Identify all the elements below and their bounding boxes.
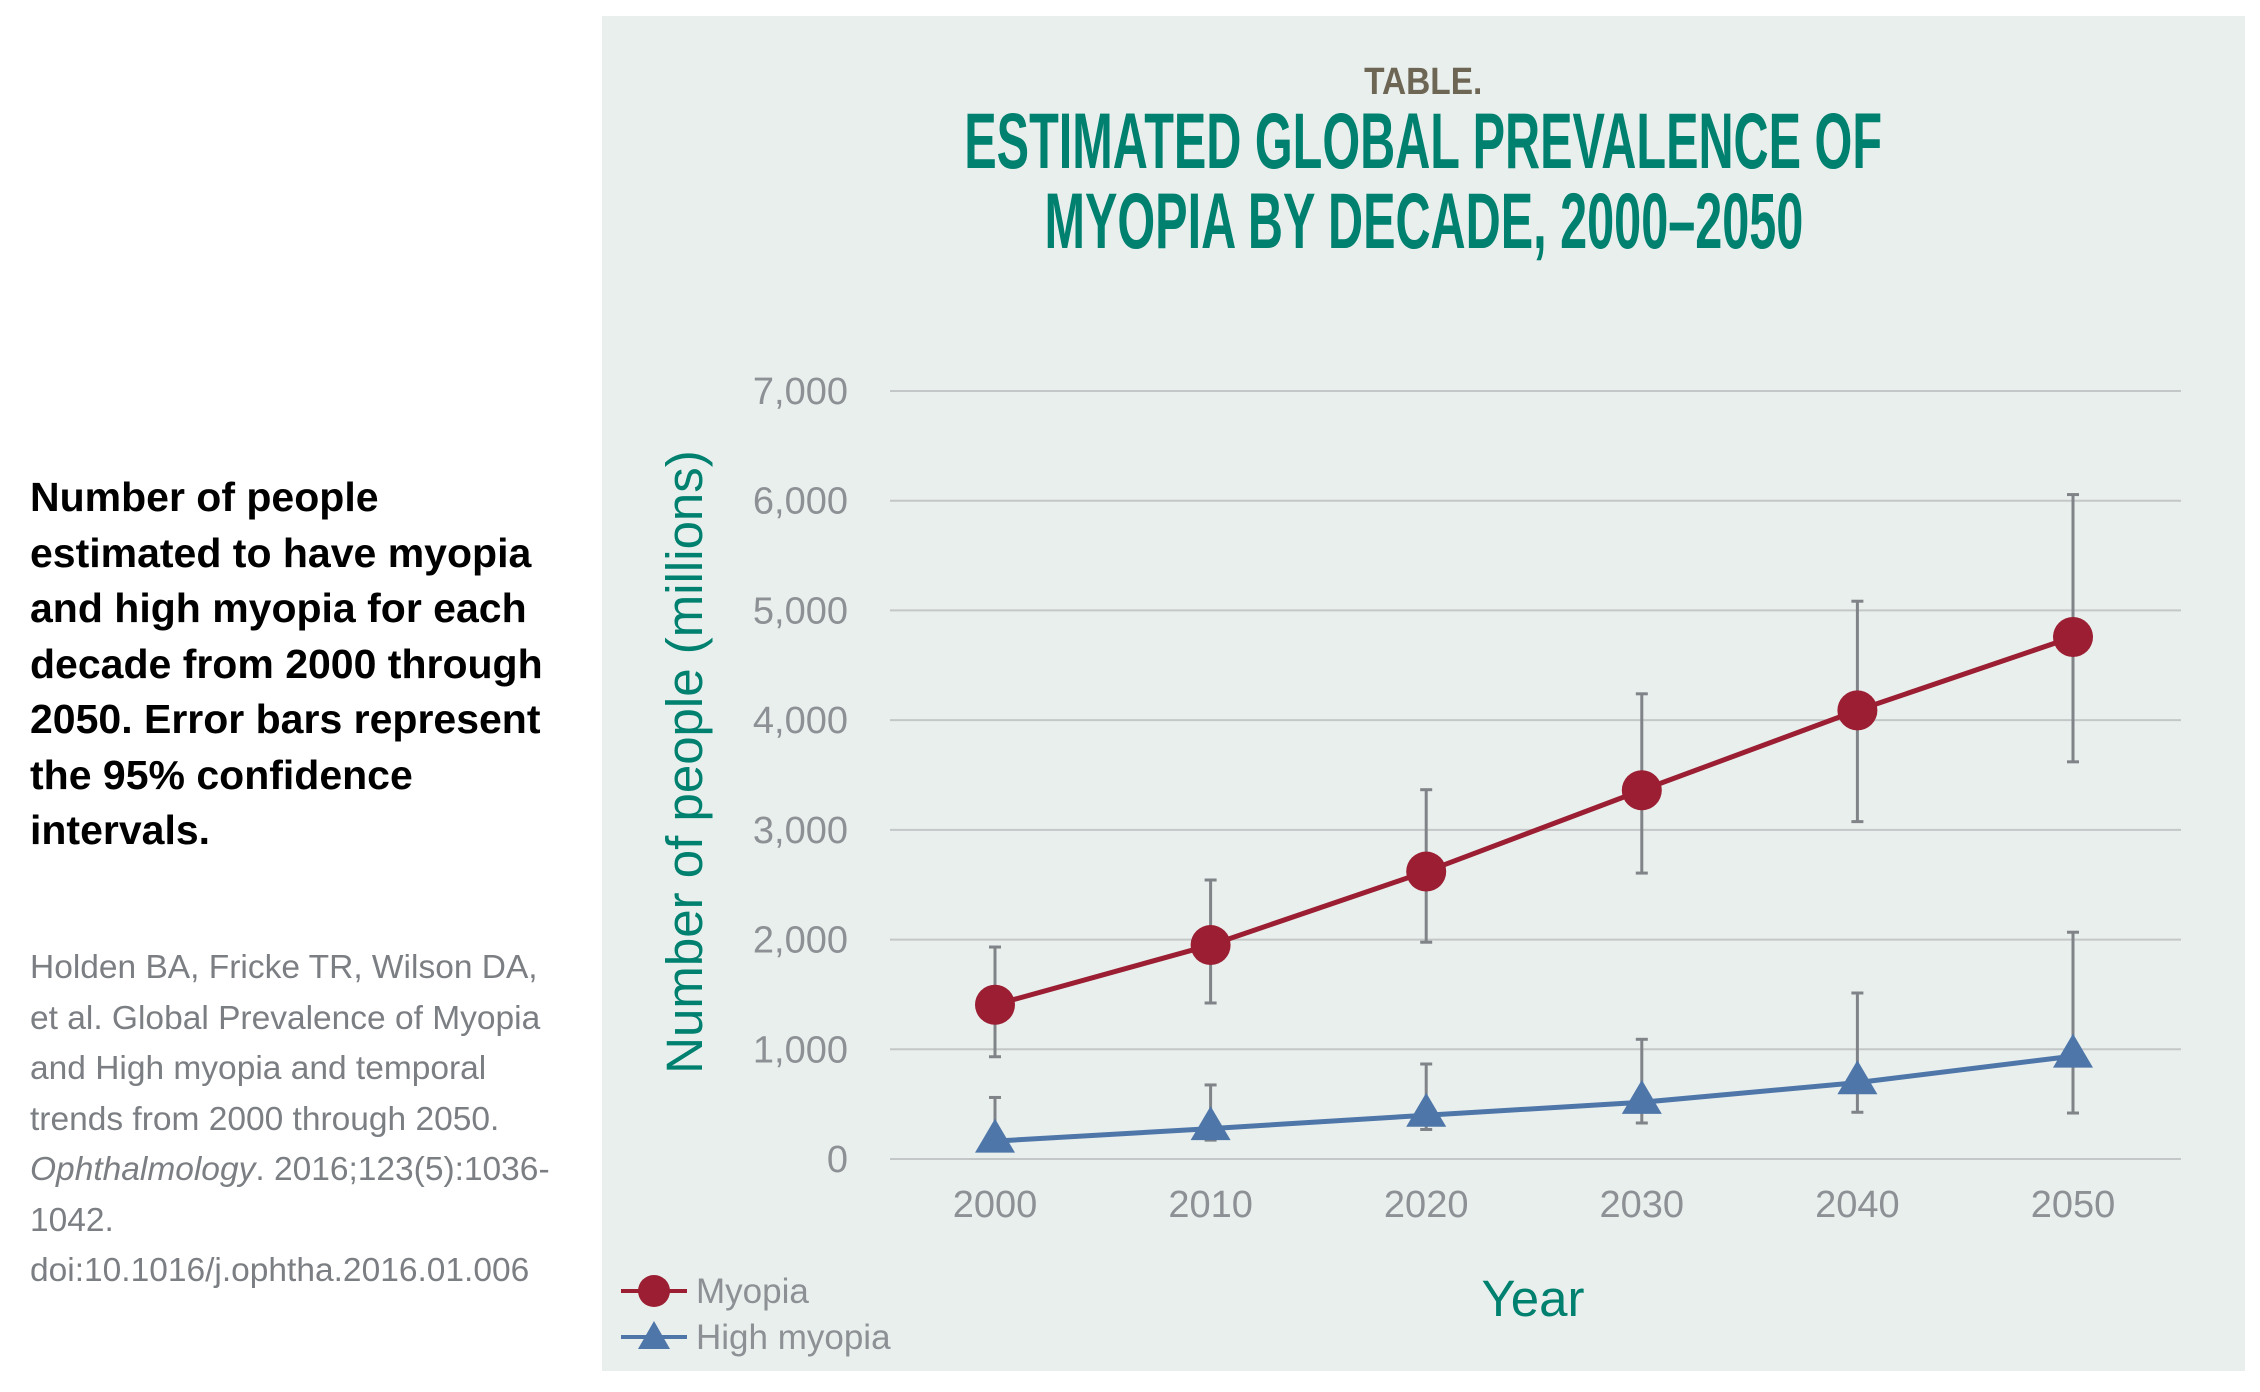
x-axis-title: Year bbox=[1481, 1270, 1584, 1327]
myopia-point bbox=[1621, 770, 1662, 811]
legend-circle-icon bbox=[638, 1275, 670, 1307]
gridlines bbox=[890, 390, 2181, 1160]
series-markers bbox=[975, 616, 2093, 1153]
y-axis-title: Number of people (millions) bbox=[656, 450, 713, 1074]
error-bars bbox=[989, 493, 2079, 1152]
myopia-point bbox=[1190, 925, 1231, 966]
myopia-point bbox=[1837, 690, 1878, 731]
high-myopia-point bbox=[1837, 1060, 1878, 1095]
legend: Myopia High myopia bbox=[621, 1272, 891, 1357]
legend-label: High myopia bbox=[696, 1318, 891, 1357]
high-myopia-point bbox=[1621, 1079, 1662, 1114]
legend-item-high-myopia: High myopia bbox=[621, 1318, 891, 1357]
figure-caption: Number of people estimated to have myopi… bbox=[30, 474, 543, 853]
legend-label: Myopia bbox=[696, 1272, 809, 1311]
high-myopia-point bbox=[1190, 1106, 1231, 1141]
myopia-point bbox=[2053, 616, 2093, 657]
table-kicker: TABLE. bbox=[1364, 61, 1483, 103]
x-tick-label: 2020 bbox=[1384, 1184, 1469, 1226]
myopia-line bbox=[994, 634, 2074, 1008]
series-lines bbox=[994, 634, 2074, 1144]
x-tick-label: 2040 bbox=[1815, 1184, 1900, 1226]
citation-authors-title: Holden BA, Fricke TR, Wilson DA, et al. … bbox=[30, 949, 541, 1138]
y-tick-label: 4,000 bbox=[753, 700, 848, 742]
chart-title-line-2: MYOPIA BY DECADE, 2000–2050 bbox=[1044, 176, 1803, 265]
y-tick-label: 3,000 bbox=[753, 810, 848, 852]
y-tick-label: 2,000 bbox=[753, 920, 848, 962]
y-tick-label: 0 bbox=[827, 1139, 848, 1181]
x-tick-label: 2010 bbox=[1168, 1184, 1253, 1226]
high-myopia-point bbox=[2053, 1033, 2093, 1068]
x-tick-label: 2050 bbox=[2031, 1184, 2116, 1226]
citation: Holden BA, Fricke TR, Wilson DA, et al. … bbox=[30, 943, 570, 1297]
high-myopia-line bbox=[994, 1053, 2074, 1144]
high-myopia-point bbox=[1406, 1092, 1447, 1127]
chart-title-line-1: ESTIMATED GLOBAL PREVALENCE OF bbox=[964, 96, 1883, 185]
y-tick-labels: 0 1,000 2,000 3,000 4,000 5,000 6,000 7,000 bbox=[753, 371, 848, 1181]
legend-item-myopia: Myopia bbox=[621, 1272, 809, 1311]
myopia-point bbox=[1406, 851, 1447, 892]
chart-panel: TABLE. ESTIMATED GLOBAL PREVALENCE OF MY… bbox=[602, 16, 2245, 1371]
myopia-point bbox=[975, 984, 1015, 1025]
x-tick-labels: 2000 2010 2020 2030 2040 2050 bbox=[953, 1184, 2116, 1226]
y-tick-label: 5,000 bbox=[753, 590, 848, 632]
legend-triangle-icon bbox=[638, 1321, 670, 1349]
high-myopia-point bbox=[975, 1118, 1015, 1153]
y-tick-label: 6,000 bbox=[753, 481, 848, 523]
x-tick-label: 2000 bbox=[953, 1184, 1038, 1226]
y-tick-label: 7,000 bbox=[753, 371, 848, 413]
y-tick-label: 1,000 bbox=[753, 1029, 848, 1071]
citation-details: . 2016;123(5):1036-1042. doi:10.1016/j.o… bbox=[30, 1151, 550, 1289]
x-tick-label: 2030 bbox=[1600, 1184, 1685, 1226]
citation-journal: Ophthalmology bbox=[30, 1151, 256, 1188]
